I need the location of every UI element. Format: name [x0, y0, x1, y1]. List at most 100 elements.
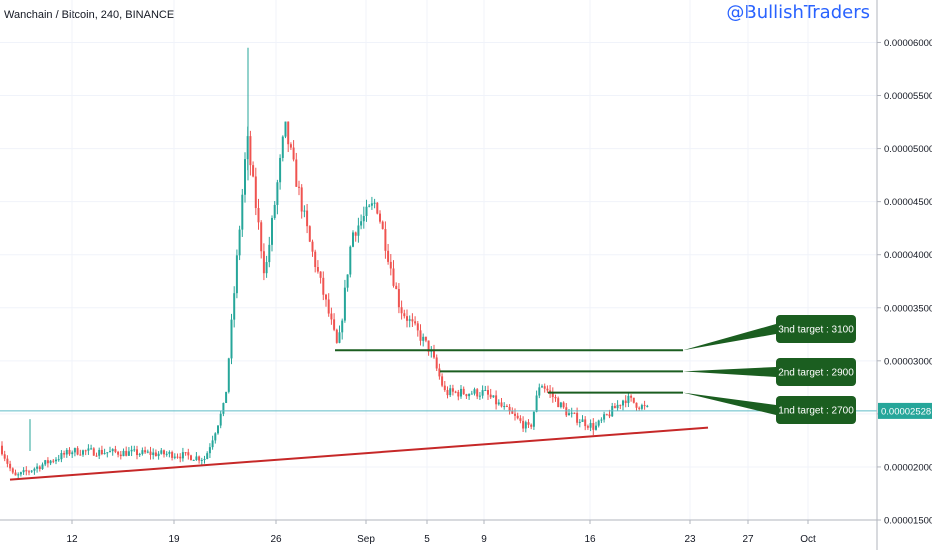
candle-body: [260, 222, 263, 252]
candle-body: [554, 396, 557, 399]
candle-body: [616, 404, 619, 409]
candle-body: [284, 121, 287, 137]
y-tick-label: 0.00002000: [884, 462, 932, 473]
candle-body: [195, 456, 198, 460]
target-callout-label: 1nd target : 2700: [778, 406, 854, 417]
candle-body: [433, 350, 435, 358]
candle-body: [360, 221, 363, 226]
candle-body: [346, 274, 349, 288]
candle-body: [117, 451, 120, 455]
x-tick-label: Sep: [357, 534, 375, 545]
candle-body: [532, 411, 535, 427]
candle-body: [427, 340, 430, 352]
candle-body: [84, 450, 87, 452]
candle-body: [538, 387, 541, 396]
y-tick-label: 0.00004000: [884, 250, 932, 261]
candle-body: [176, 456, 179, 458]
candle-body: [303, 210, 306, 212]
candle-body: [298, 186, 300, 188]
candle-body: [100, 449, 103, 455]
candle-body: [25, 470, 28, 472]
candle-body: [71, 452, 74, 455]
candle-body: [19, 472, 22, 475]
candle-body: [249, 136, 252, 166]
candle-body: [257, 208, 260, 223]
candle-body: [387, 250, 390, 262]
candle-body: [424, 336, 427, 341]
candle-body: [265, 262, 268, 274]
candle-body: [551, 392, 554, 397]
candle-body: [103, 453, 106, 455]
y-tick-label: 0.00005000: [884, 144, 932, 155]
candle-body: [416, 323, 419, 331]
candle-body: [400, 307, 403, 314]
y-tick-label: 0.00006000: [884, 38, 932, 49]
candle-body: [465, 394, 468, 397]
candle-body: [211, 440, 214, 448]
candle-body: [489, 394, 492, 398]
candle-body: [646, 405, 649, 407]
target-callout-label: 3nd target : 3100: [778, 325, 854, 336]
target-callout[interactable]: [776, 315, 856, 343]
candle-body: [214, 433, 217, 441]
candle-body: [608, 414, 611, 417]
candle-body: [333, 319, 336, 330]
candle-body: [381, 221, 384, 230]
candle-body: [632, 397, 635, 403]
candle-body: [327, 299, 330, 314]
candle-body: [171, 452, 174, 458]
candle-body: [600, 419, 603, 421]
candle-body: [470, 393, 473, 395]
candle-body: [379, 213, 381, 222]
candle-body: [330, 313, 333, 320]
candle-body: [605, 414, 608, 416]
candle-body: [384, 229, 387, 251]
candle-body: [338, 332, 341, 343]
candle-body: [524, 422, 527, 429]
candle-body: [79, 454, 82, 456]
candle-body: [319, 271, 322, 278]
candle-body: [557, 398, 560, 408]
candle-body: [30, 470, 33, 472]
candle-body: [63, 453, 66, 455]
candle-body: [497, 402, 500, 405]
callout-pointer: [683, 392, 776, 415]
candle-body: [109, 451, 111, 453]
candle-body: [149, 451, 152, 455]
target-callout[interactable]: [776, 358, 856, 386]
pair-title: Wanchain / Bitcoin, 240, BINANCE: [4, 9, 175, 21]
candle-body: [460, 388, 462, 397]
current-price-label: 0.00002528: [881, 406, 931, 417]
candle-body: [271, 217, 273, 245]
candle-body: [125, 450, 128, 456]
candle-body: [519, 418, 522, 421]
candle-body: [368, 205, 371, 207]
candle-body: [622, 400, 624, 406]
callout-pointer: [683, 367, 776, 377]
candle-body: [586, 426, 589, 428]
candle-body: [314, 251, 317, 268]
candle-body: [52, 460, 55, 462]
candle-body: [454, 391, 457, 393]
candle-body: [613, 405, 616, 409]
candle-body: [28, 471, 30, 473]
candle-body: [446, 390, 449, 396]
candle-body: [73, 448, 76, 453]
candle-body: [349, 246, 352, 275]
candle-body: [462, 388, 465, 395]
candle-body: [495, 395, 498, 405]
candle-body: [443, 385, 446, 391]
candle-body: [511, 411, 514, 414]
target-callout[interactable]: [776, 396, 856, 424]
candle-body: [173, 456, 176, 458]
target-callout-label: 2nd target : 2900: [778, 368, 854, 379]
candle-body: [473, 389, 476, 394]
candle-body: [500, 402, 503, 407]
candle-body: [476, 389, 479, 397]
candle-body: [1, 445, 3, 455]
candle-body: [592, 423, 595, 430]
candle-body: [451, 388, 454, 392]
candle-body: [287, 121, 290, 145]
support-trendline[interactable]: [9, 426, 709, 481]
